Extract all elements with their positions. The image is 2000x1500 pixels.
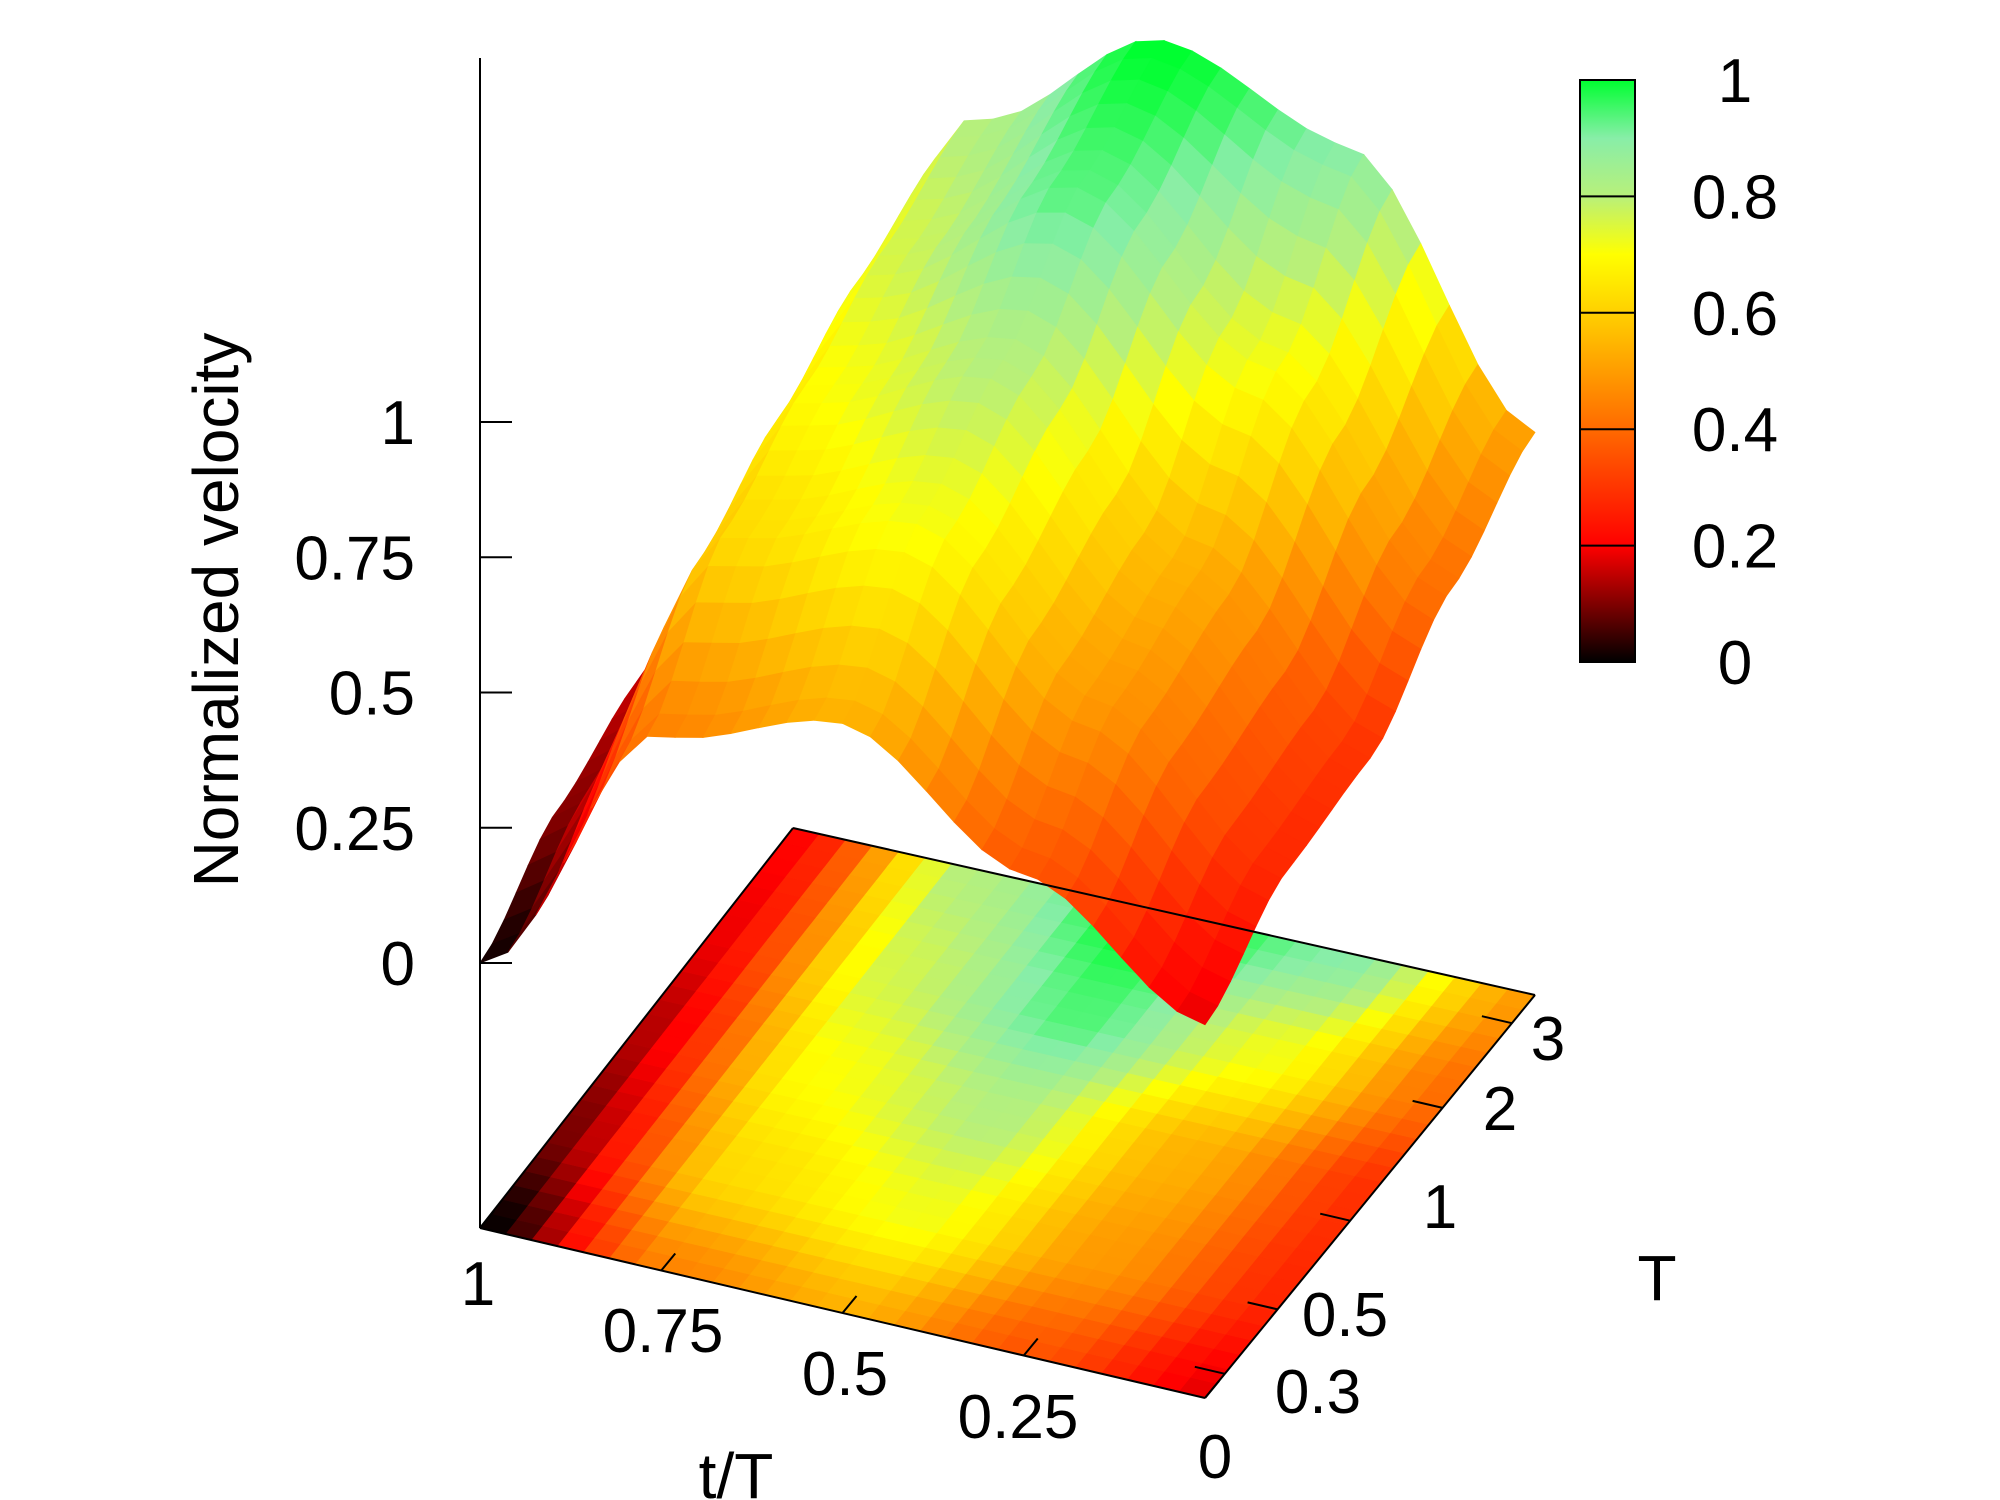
z-tick-label: 0.75 [294,524,415,593]
y-tick-label: 0.5 [1302,1281,1388,1350]
x-ticks: 1 0.75 0.5 0.25 0 [461,1210,1232,1492]
y-tick-label: 0.3 [1275,1358,1361,1427]
y-tick-mark [1412,1099,1443,1109]
z-tick-label: 1 [381,389,415,458]
y-tick-mark [1194,1365,1226,1375]
y-tick-label: 3 [1531,1005,1565,1074]
floor-back-edge [792,827,1536,996]
colorbar-tick-label: 1 [1718,47,1752,116]
y-tick-mark [1481,1015,1513,1025]
x-tick-mark [1022,1337,1039,1357]
x-tick-label: 0.5 [802,1340,888,1409]
y-ticks: 0.3 0.5 123 [1194,1005,1565,1427]
x-axis-title: t/T [699,1440,774,1500]
axes [479,58,1536,1399]
y-axis-title: T [1637,1242,1676,1314]
colorbar-tick-label: 0.2 [1692,513,1778,582]
floor-left-edge [479,827,794,1229]
y-tick-mark [1247,1301,1278,1311]
colorbar-tick-label: 0 [1718,629,1752,698]
x-tick-mark [660,1252,677,1272]
colorbar-tick-label: 0.8 [1692,163,1778,232]
x-tick-mark [1204,1380,1220,1399]
colorbar-tick-label: 0.6 [1692,280,1778,349]
y-tick-label: 2 [1483,1075,1517,1144]
x-tick-label: 0 [1198,1423,1232,1492]
y-tick-mark [1319,1212,1351,1222]
z-ticks: 0 0.25 0.5 0.75 1 [294,389,512,999]
z-tick-label: 0.25 [294,795,415,864]
floor-heatmap [479,827,1536,1399]
colorbar-rect [1579,79,1636,663]
z-tick-label: 0 [381,930,415,999]
velocity-surface [479,40,1536,1026]
y-tick-label: 1 [1423,1173,1457,1242]
z-tick-label: 0.5 [329,660,415,729]
x-tick-label: 0.75 [603,1297,724,1366]
x-tick-label: 1 [461,1250,495,1319]
surface-cell [1176,991,1219,1026]
colorbar-ticks: 0 0.2 0.4 0.6 0.8 1 [1580,47,1778,698]
z-axis-title: Normalized velocity [180,333,252,888]
x-tick-label: 0.25 [958,1383,1079,1452]
y-axis-line [1204,994,1536,1399]
colorbar: 0 0.2 0.4 0.6 0.8 1 [1579,47,1778,698]
colorbar-tick-label: 0.4 [1692,396,1778,465]
x-tick-mark [841,1295,858,1314]
x-tick-mark [479,1210,495,1229]
